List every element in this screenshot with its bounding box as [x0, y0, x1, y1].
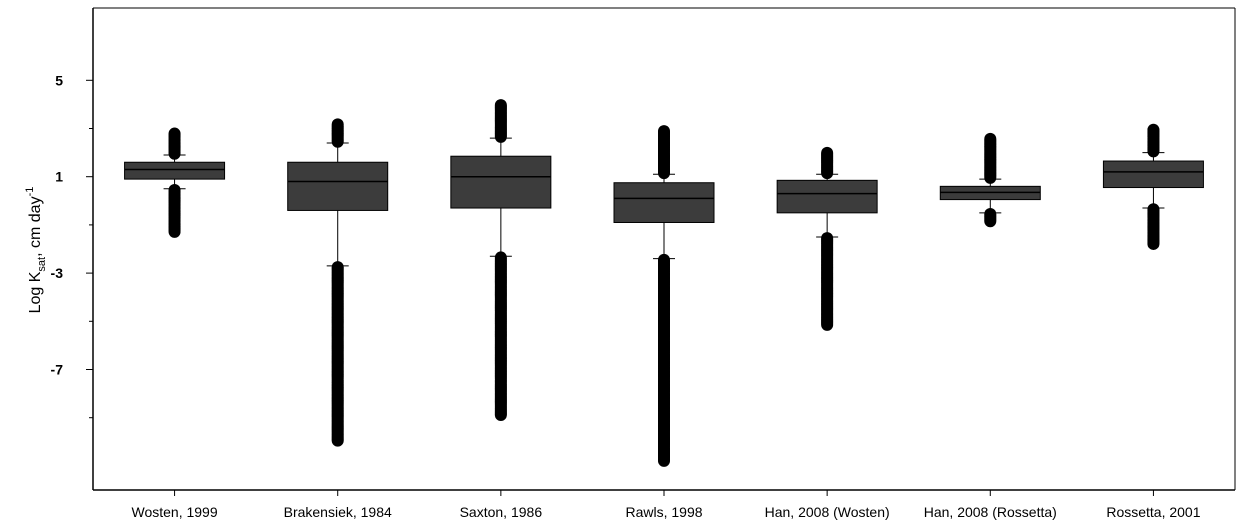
box-7 [1102, 123, 1204, 250]
outlier-point [821, 146, 834, 159]
outlier-point [168, 225, 181, 238]
box-3 [450, 99, 552, 422]
outlier-point [168, 127, 181, 140]
box-6 [939, 132, 1041, 228]
outlier-point [494, 99, 507, 112]
box-body [1102, 160, 1204, 189]
y-tick-label: -3 [51, 265, 64, 281]
y-axis-title-subscript: sat [36, 257, 48, 272]
boxes-group [124, 99, 1204, 467]
box-body [287, 161, 389, 211]
box-4 [613, 125, 715, 467]
box-2 [287, 118, 389, 447]
outlier-point [984, 132, 997, 145]
x-tick-label: Brakensiek, 1984 [284, 504, 392, 520]
outlier-point [1147, 237, 1160, 250]
outlier-point [331, 434, 344, 447]
y-tick-label: -7 [51, 362, 64, 378]
box-body [450, 155, 552, 209]
y-ticks: 5 1 -3 -7 [51, 72, 93, 419]
x-tick-label: Rawls, 1998 [625, 504, 702, 520]
y-tick-label: 5 [55, 72, 63, 88]
y-axis-title-main: Log K [27, 271, 44, 313]
x-tick-label: Saxton, 1986 [460, 504, 543, 520]
x-tick-label: Wosten, 1999 [132, 504, 218, 520]
x-tick-label: Han, 2008 (Rossetta) [924, 504, 1057, 520]
box-body [124, 161, 226, 180]
outlier-point [658, 454, 670, 467]
box-1 [124, 127, 226, 238]
y-axis-title: Log Ksat, cm day-1 [24, 187, 48, 314]
y-axis-title-rest: , cm day [27, 196, 44, 256]
box-body [776, 179, 878, 214]
x-tick-label: Rossetta, 2001 [1106, 504, 1200, 520]
box-body [613, 182, 715, 223]
outlier-point [821, 318, 834, 331]
x-tick-labels: Wosten, 1999 Brakensiek, 1984 Saxton, 1986… [132, 490, 1201, 520]
box-5 [776, 146, 878, 331]
x-tick-label: Han, 2008 (Wosten) [765, 504, 890, 520]
outlier-point [984, 215, 997, 228]
outlier-point [494, 409, 507, 422]
outlier-point [658, 125, 670, 138]
outlier-point [331, 118, 344, 131]
y-axis-title-superscript: -1 [24, 187, 36, 197]
y-tick-label: 1 [55, 169, 63, 185]
outlier-point [1147, 123, 1160, 136]
